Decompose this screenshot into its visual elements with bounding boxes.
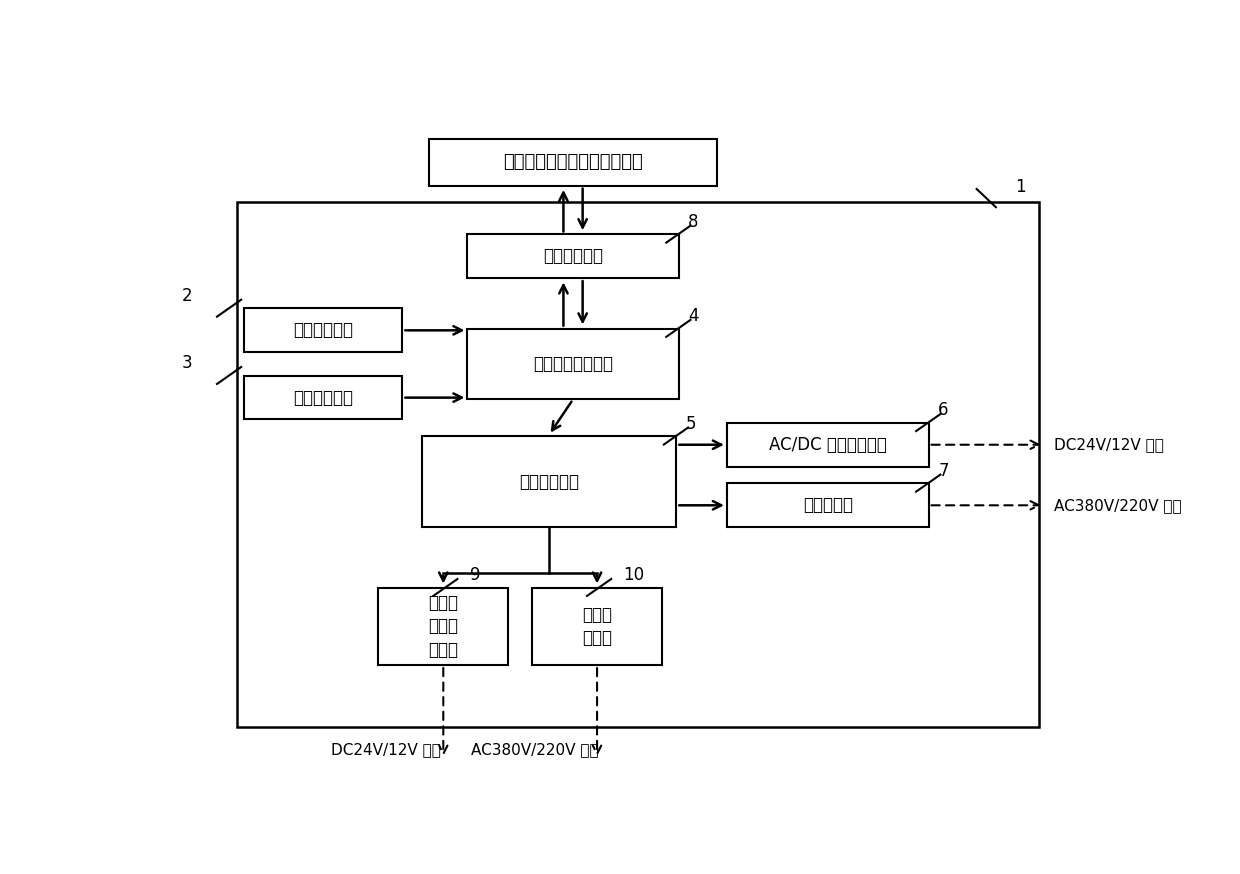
Bar [727,483,929,527]
Text: AC/DC 电源转换模块: AC/DC 电源转换模块 [769,436,887,454]
Bar [378,587,508,665]
Text: 直流测量模块: 直流测量模块 [293,389,353,406]
Bar [429,138,717,185]
Text: AC380V/220V 输出: AC380V/220V 输出 [471,742,599,757]
Text: 1: 1 [1016,177,1025,196]
Text: 交流测量模块: 交流测量模块 [293,322,353,339]
Bar [467,329,678,399]
Text: 8: 8 [688,213,699,231]
Text: 4: 4 [688,308,699,325]
Text: 冷藏集装箱智能供电管理装置: 冷藏集装箱智能供电管理装置 [503,153,642,171]
Text: 3: 3 [181,354,192,372]
Text: 数据通信模块: 数据通信模块 [543,247,603,266]
Bar [727,423,929,467]
Bar [237,203,1039,727]
Bar [244,376,403,420]
Bar [244,309,403,352]
Text: 切换逻辑生成模块: 切换逻辑生成模块 [533,355,613,373]
Text: 10: 10 [624,566,645,585]
Text: 切换执行模块: 切换执行模块 [520,473,579,490]
Bar [532,587,662,665]
Text: 蓄电池
直流供
电线路: 蓄电池 直流供 电线路 [428,593,459,659]
Text: 7: 7 [939,462,949,480]
Bar [422,436,676,527]
Text: AC380V/220V 输出: AC380V/220V 输出 [1054,498,1182,513]
Text: 5: 5 [686,415,697,433]
Text: DC24V/12V 输出: DC24V/12V 输出 [331,742,440,757]
Text: DC24V/12V 输出: DC24V/12V 输出 [1054,437,1163,452]
Text: 2: 2 [181,287,192,305]
Text: 交流供
电线路: 交流供 电线路 [582,606,613,648]
Text: 逆变器模块: 逆变器模块 [802,496,853,514]
Text: 6: 6 [939,401,949,420]
Bar [467,234,678,278]
Text: 9: 9 [470,566,480,585]
